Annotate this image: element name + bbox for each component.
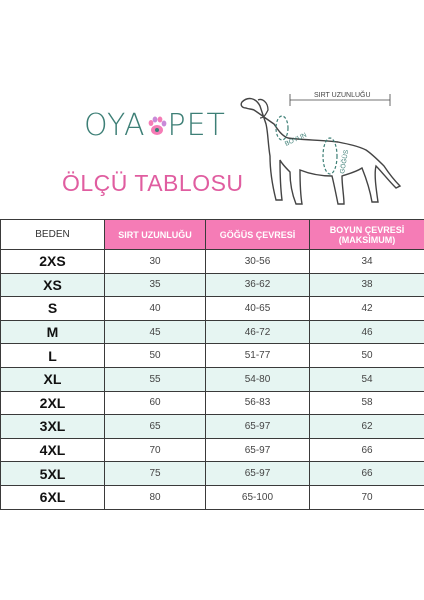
cell-neck: 62 (309, 414, 424, 439)
header-neck-line1: BOYUN ÇEVRESİ (329, 224, 405, 235)
table-row: L 50 51-77 50 (0, 343, 424, 368)
cell-size: M (0, 319, 105, 345)
back-length-label: SIRT UZUNLUĞU (314, 90, 371, 99)
cell-back-length: 55 (104, 366, 206, 392)
size-table-container: BEDEN SIRT UZUNLUĞU GÖĞÜS ÇEVRESİ BOYUN … (0, 219, 424, 511)
cell-neck: 66 (309, 461, 424, 486)
cell-chest: 65-97 (205, 437, 310, 463)
cell-neck: 38 (309, 272, 424, 298)
table-row: XS 35 36-62 38 (0, 272, 424, 298)
cell-chest: 65-100 (205, 484, 310, 510)
logo-text-left: OYA (84, 108, 146, 143)
cell-neck: 46 (309, 319, 424, 345)
page-title: ÖLÇÜ TABLOSU (62, 170, 244, 196)
cell-chest: 65-97 (205, 461, 310, 486)
cell-chest: 65-97 (205, 414, 310, 439)
header-back-length: SIRT UZUNLUĞU (104, 219, 206, 250)
cell-chest: 56-83 (205, 390, 310, 416)
cell-size: XS (0, 272, 105, 298)
cell-size: 4XL (0, 437, 105, 463)
cell-back-length: 30 (104, 249, 206, 274)
header-neck-line2: (MAKSİMUM) (338, 234, 396, 245)
table-row: XL 55 54-80 54 (0, 366, 424, 392)
paw-icon (148, 116, 166, 135)
table-row: 2XS 30 30-56 34 (0, 249, 424, 274)
cell-back-length: 50 (104, 343, 206, 368)
cell-back-length: 75 (104, 461, 206, 486)
brand-logo: OYA PET (84, 108, 226, 143)
cell-chest: 54-80 (205, 366, 310, 392)
cell-back-length: 60 (104, 390, 206, 416)
logo-text-right: PET (167, 108, 226, 143)
cell-size: 3XL (0, 414, 105, 439)
cell-size: 6XL (0, 484, 105, 510)
cell-back-length: 40 (104, 296, 206, 321)
cell-size: S (0, 296, 105, 321)
cell-chest: 36-62 (205, 272, 310, 298)
dog-outline (240, 97, 402, 205)
cell-back-length: 45 (104, 319, 206, 345)
cell-size: 5XL (0, 461, 105, 486)
cell-chest: 40-65 (205, 296, 310, 321)
chest-label: GÖĞÜS (337, 148, 350, 174)
cell-size: 2XS (0, 249, 105, 274)
cell-size: 2XL (0, 390, 105, 416)
table-row: 4XL 70 65-97 66 (0, 437, 424, 463)
cell-neck: 70 (309, 484, 424, 510)
size-table: BEDEN SIRT UZUNLUĞU GÖĞÜS ÇEVRESİ BOYUN … (0, 219, 424, 510)
table-row: 6XL 80 65-100 70 (0, 484, 424, 510)
cell-chest: 46-72 (205, 319, 310, 345)
table-row: 2XL 60 56-83 58 (0, 390, 424, 416)
table-row: 3XL 65 65-97 62 (0, 414, 424, 439)
table-row: 5XL 75 65-97 66 (0, 461, 424, 486)
cell-back-length: 70 (104, 437, 206, 463)
table-header-row: BEDEN SIRT UZUNLUĞU GÖĞÜS ÇEVRESİ BOYUN … (0, 219, 424, 250)
header-size: BEDEN (0, 219, 105, 250)
cell-neck: 34 (309, 249, 424, 274)
dog-measurement-diagram: SIRT UZUNLUĞU BOYUN GÖĞÜS (240, 90, 402, 205)
cell-back-length: 65 (104, 414, 206, 439)
cell-size: XL (0, 366, 105, 392)
cell-size: L (0, 343, 105, 368)
cell-back-length: 35 (104, 272, 206, 298)
cell-neck: 54 (309, 366, 424, 392)
cell-neck: 42 (309, 296, 424, 321)
header-chest: GÖĞÜS ÇEVRESİ (205, 219, 310, 250)
table-row: S 40 40-65 42 (0, 296, 424, 321)
header-neck: BOYUN ÇEVRESİ (MAKSİMUM) (309, 219, 424, 250)
cell-chest: 30-56 (205, 249, 310, 274)
cell-back-length: 80 (104, 484, 206, 510)
cell-neck: 66 (309, 437, 424, 463)
cell-neck: 50 (309, 343, 424, 368)
cell-chest: 51-77 (205, 343, 310, 368)
cell-neck: 58 (309, 390, 424, 416)
table-row: M 45 46-72 46 (0, 319, 424, 345)
